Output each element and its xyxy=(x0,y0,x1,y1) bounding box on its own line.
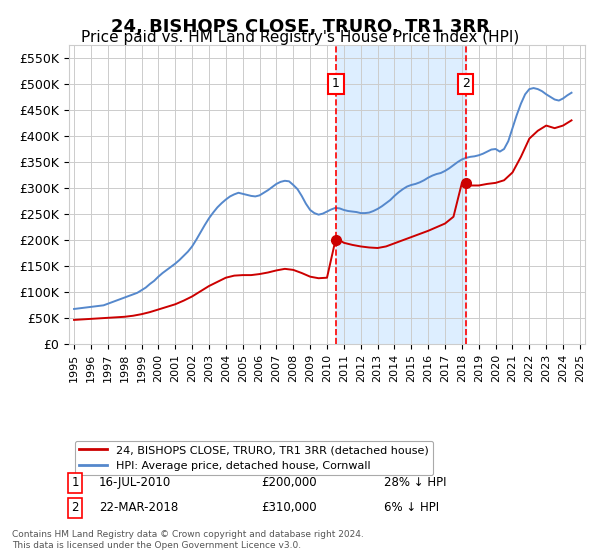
Text: 6% ↓ HPI: 6% ↓ HPI xyxy=(384,501,439,515)
Text: 16-JUL-2010: 16-JUL-2010 xyxy=(99,476,171,489)
Text: 22-MAR-2018: 22-MAR-2018 xyxy=(99,501,178,515)
Text: 28% ↓ HPI: 28% ↓ HPI xyxy=(384,476,446,489)
Text: £200,000: £200,000 xyxy=(261,476,317,489)
Bar xyxy=(336,45,466,344)
Text: 1: 1 xyxy=(332,77,340,90)
Text: 2: 2 xyxy=(71,501,79,515)
Text: £310,000: £310,000 xyxy=(261,501,317,515)
Text: 2: 2 xyxy=(461,77,470,90)
Text: Contains HM Land Registry data © Crown copyright and database right 2024.: Contains HM Land Registry data © Crown c… xyxy=(12,530,364,539)
Text: 1: 1 xyxy=(71,476,79,489)
Legend: 24, BISHOPS CLOSE, TRURO, TR1 3RR (detached house), HPI: Average price, detached: 24, BISHOPS CLOSE, TRURO, TR1 3RR (detac… xyxy=(74,441,433,475)
Text: This data is licensed under the Open Government Licence v3.0.: This data is licensed under the Open Gov… xyxy=(12,541,301,550)
Text: 24, BISHOPS CLOSE, TRURO, TR1 3RR: 24, BISHOPS CLOSE, TRURO, TR1 3RR xyxy=(110,18,490,36)
Text: Price paid vs. HM Land Registry's House Price Index (HPI): Price paid vs. HM Land Registry's House … xyxy=(81,30,519,45)
